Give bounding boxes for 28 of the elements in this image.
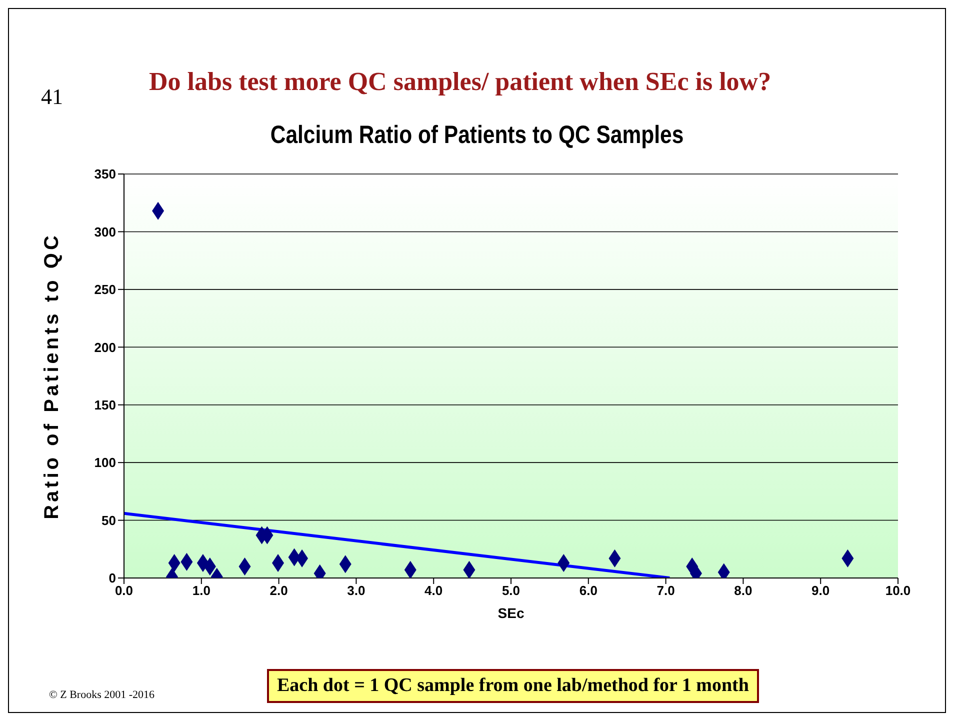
x-tick-label: 4.0 [424, 583, 443, 598]
y-tick-label: 0 [108, 570, 116, 586]
x-tick-label: 7.0 [656, 583, 675, 598]
y-tick-label: 100 [94, 455, 116, 470]
text: © Z Brooks 2001 -2016 [49, 689, 155, 701]
y-tick-label: 250 [94, 282, 116, 298]
x-tick-label: 9.0 [812, 583, 830, 598]
y-tick-label: 150 [94, 397, 116, 412]
x-tick-label: 8.0 [734, 583, 752, 598]
chart-title: Calcium Ratio of Patients to QC Samples [269, 121, 685, 150]
y-tick-label: 200 [94, 340, 116, 355]
text: Each dot = 1 QC sample from one lab/method for 1 month [267, 669, 759, 703]
text: 41 [41, 84, 63, 110]
x-tick-label: 3.0 [347, 583, 366, 598]
x-tick-label: 2.0 [270, 583, 288, 598]
y-axis-title: Ratio of Patients to QC [41, 232, 64, 520]
chart-subtitle: Do labs test more QC samples/ patient when SEc is low? [149, 67, 772, 97]
x-tick-label: 6.0 [579, 583, 598, 598]
x-tick-label: 5.0 [502, 583, 520, 598]
y-tick-label: 300 [94, 224, 116, 240]
x-tick-label: 1.0 [192, 583, 210, 598]
x-axis-title: SEc [498, 605, 524, 621]
point [404, 560, 416, 578]
point [463, 560, 476, 578]
y-tick-label: 350 [94, 166, 116, 182]
x-tick-label: 10.0 [885, 583, 911, 598]
x-tick-label: 0.0 [114, 583, 134, 598]
y-tick-label: 50 [102, 512, 116, 528]
